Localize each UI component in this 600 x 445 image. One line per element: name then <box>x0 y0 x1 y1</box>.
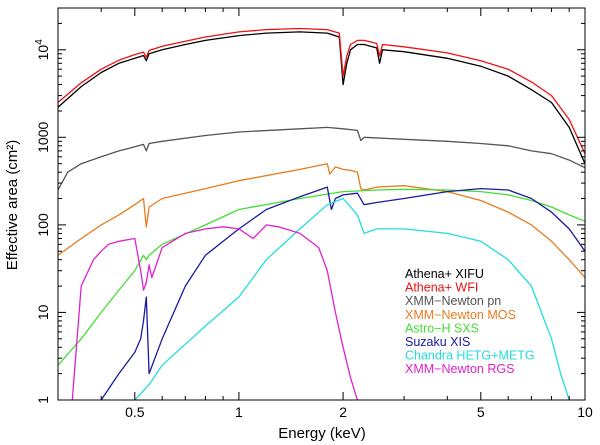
x-tick-label: 10 <box>577 404 593 420</box>
legend-entry-5: Suzaku XIS <box>405 335 470 349</box>
series-line-0 <box>58 31 585 164</box>
series-line-5 <box>100 186 585 400</box>
legend-entry-0: Athena+ XIFU <box>405 267 484 281</box>
series-line-2 <box>58 126 585 191</box>
x-tick-label: 2 <box>339 404 347 420</box>
x-axis-title: Energy (keV) <box>278 425 366 442</box>
series-line-4 <box>58 188 585 366</box>
y-tick-label: 10 <box>35 304 51 320</box>
plot-frame <box>57 7 586 401</box>
legend-entry-1: Athena+ WFI <box>405 281 478 295</box>
y-tick-label: 1 <box>35 396 51 404</box>
x-tick-label: 5 <box>477 404 485 420</box>
y-tick-label: 1000 <box>35 122 51 153</box>
legend-entry-7: XMM−Newton RGS <box>405 362 514 376</box>
y-axis-title: Effective area (cm²) <box>4 140 21 271</box>
series-layer <box>58 27 585 400</box>
x-tick-label: 1 <box>235 404 243 420</box>
series-line-7 <box>71 224 359 400</box>
y-tick-label: 104 <box>34 39 51 61</box>
legend-entry-4: Astro−H SXS <box>405 321 479 335</box>
legend-entry-6: Chandra HETG+METG <box>405 349 535 363</box>
series-line-3 <box>58 163 585 279</box>
series-line-1 <box>58 27 585 154</box>
tick-layer: 0.5 1 2 5 10 1 10 100 1000 104 <box>34 7 593 420</box>
legend-entry-3: XMM−Newton MOS <box>405 308 516 322</box>
y-tick-label: 100 <box>35 213 51 237</box>
legend-entry-2: XMM−Newton pn <box>405 294 501 308</box>
x-tick-label: 0.5 <box>125 404 145 420</box>
series-line-6 <box>134 197 570 400</box>
